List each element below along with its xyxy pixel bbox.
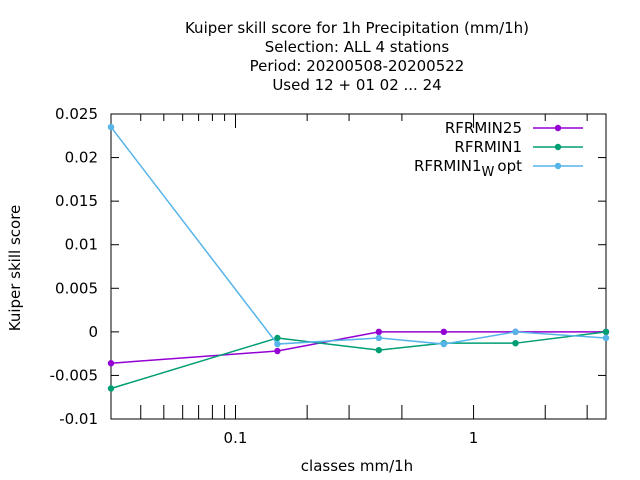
y-tick-label: 0.01 <box>65 236 98 254</box>
title-line-3: Period: 20200508-20200522 <box>250 57 465 75</box>
y-tick-label: 0.02 <box>65 149 98 167</box>
legend-label-3: RFRMIN1W opt <box>414 157 522 180</box>
title-line-4: Used 12 + 01 02 ... 24 <box>272 76 441 94</box>
series-2-point-2 <box>274 334 281 342</box>
series-2-point-6 <box>602 328 610 336</box>
series-2-point-5 <box>512 339 519 347</box>
plot-series <box>107 123 610 392</box>
series-3-point-1 <box>107 123 115 131</box>
legend-label-2: RFRMIN1 <box>454 138 522 156</box>
chart-title: Kuiper skill score for 1h Precipitation … <box>185 19 529 94</box>
legend-name: RFRMIN25 <box>445 119 522 137</box>
series-2-point-1 <box>107 385 115 392</box>
y-tick-label: -0.01 <box>59 410 98 428</box>
title-line-2: Selection: ALL 4 stations <box>265 38 450 56</box>
series-3-point-2 <box>274 340 281 348</box>
series-3-point-4 <box>440 340 448 348</box>
x-tick-label: 0.1 <box>224 429 248 447</box>
plot-frame <box>110 113 607 420</box>
y-tick-label: 0.005 <box>55 279 98 297</box>
legend-name: RFRMIN1 <box>414 157 482 175</box>
legend-marker-2 <box>554 143 562 151</box>
y-tick-label: -0.005 <box>50 366 98 384</box>
series-3-point-5 <box>512 328 519 336</box>
series-1-point-3 <box>375 328 383 336</box>
x-tick-label: 1 <box>469 429 479 447</box>
y-tick-label: 0.025 <box>55 105 98 123</box>
x-axis-label: classes mm/1h <box>301 457 413 475</box>
series-1-point-1 <box>107 360 115 367</box>
title-line-1: Kuiper skill score for 1h Precipitation … <box>185 19 529 37</box>
y-tick-label: 0 <box>88 323 98 341</box>
legend-name-suffix: opt <box>497 157 522 175</box>
series-2-point-3 <box>375 346 383 354</box>
series-line-3 <box>110 126 607 345</box>
series-3-point-6 <box>602 334 610 342</box>
series-line-1 <box>110 331 606 364</box>
legend-marker-1 <box>554 124 562 132</box>
axes: 0.025 0.02 0.015 0.01 0.005 0 -0.005 -0.01 0.1 1 <box>50 105 607 447</box>
y-tick-label: 0.015 <box>55 192 98 210</box>
series-1-point-2 <box>274 347 281 355</box>
legend-name: RFRMIN1 <box>454 138 522 156</box>
series-1-point-4 <box>440 328 448 336</box>
y-axis-label: Kuiper skill score <box>6 205 24 332</box>
legend-label-1: RFRMIN25 <box>445 119 522 137</box>
legend-marker-3 <box>554 162 562 170</box>
series-line-2 <box>110 331 607 390</box>
legend-name-subscript: W <box>482 165 495 180</box>
series-3-point-3 <box>375 334 383 342</box>
